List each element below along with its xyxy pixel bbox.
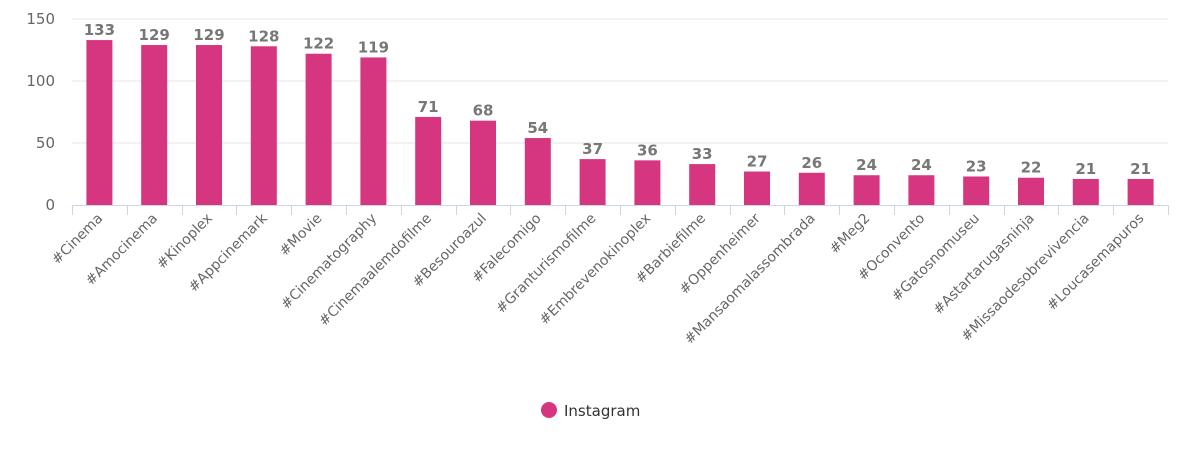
- data-label: 133: [84, 21, 115, 39]
- data-label: 22: [1021, 159, 1042, 177]
- y-tick-label: 100: [26, 72, 55, 90]
- bar: [908, 175, 935, 205]
- bar: [305, 53, 332, 205]
- x-tick-label: #Meg2: [827, 211, 874, 258]
- bar: [579, 159, 606, 205]
- data-label: 128: [248, 27, 279, 45]
- y-tick-label: 50: [36, 134, 55, 152]
- x-axis: #Cinema#Amocinema#Kinoplex#Appcinemark #M…: [49, 205, 1169, 348]
- legend-label-instagram[interactable]: Instagram: [564, 402, 640, 420]
- bar: [1018, 177, 1044, 205]
- legend-marker: [541, 402, 557, 418]
- data-label: 37: [582, 140, 603, 158]
- data-label: 33: [692, 145, 713, 163]
- bar: [744, 171, 770, 205]
- data-label: 68: [473, 102, 494, 120]
- data-label: 23: [966, 157, 987, 175]
- data-label: 26: [801, 154, 822, 172]
- data-label: 129: [193, 26, 224, 44]
- data-label: 122: [303, 35, 334, 53]
- x-tick-label: #Movie: [277, 211, 326, 260]
- bar: [86, 40, 113, 205]
- data-label: 27: [747, 153, 768, 171]
- bar: [524, 138, 551, 205]
- data-label: 24: [911, 156, 932, 174]
- x-tick-label: #Cinematography: [278, 211, 380, 313]
- x-tick-label: #Granturismofilme: [493, 211, 599, 317]
- x-tick-label: #Cinema: [49, 211, 106, 268]
- gridlines: [72, 18, 1168, 144]
- bars: 133 129 129 128 122 119 71 68 54 37 36 33 27 26 24 24 23…: [84, 21, 1154, 205]
- data-label: 54: [527, 119, 548, 137]
- bar: [634, 160, 661, 205]
- x-tick-label: #Embrevenokinoplex: [537, 211, 655, 329]
- bar: [196, 45, 222, 205]
- data-label: 24: [856, 156, 877, 174]
- legend[interactable]: Instagram: [541, 402, 640, 420]
- bar: [360, 57, 387, 205]
- bar: [689, 164, 716, 205]
- bar: [1072, 178, 1099, 205]
- bar: [1127, 178, 1154, 205]
- data-label: 129: [139, 26, 170, 44]
- bar: [470, 120, 496, 205]
- bar: [963, 176, 990, 205]
- data-label: 71: [418, 98, 439, 116]
- y-axis: 0 50 100 150: [26, 10, 55, 214]
- data-label: 36: [637, 141, 658, 159]
- bar: [415, 116, 442, 205]
- bar: [250, 46, 277, 205]
- y-tick-label: 0: [45, 196, 55, 214]
- x-tick-label: #Astartarugasninja: [930, 211, 1037, 318]
- bar: [141, 45, 168, 205]
- data-label: 119: [358, 38, 389, 56]
- bar: [853, 175, 880, 205]
- bar: [798, 172, 825, 205]
- y-tick-label: 150: [26, 10, 55, 28]
- data-label: 21: [1130, 160, 1151, 178]
- x-tick-label: #Loucasemapuros: [1044, 211, 1147, 314]
- data-label: 21: [1075, 160, 1096, 178]
- x-tick-label: #Cinemaalemdofilme: [316, 211, 435, 330]
